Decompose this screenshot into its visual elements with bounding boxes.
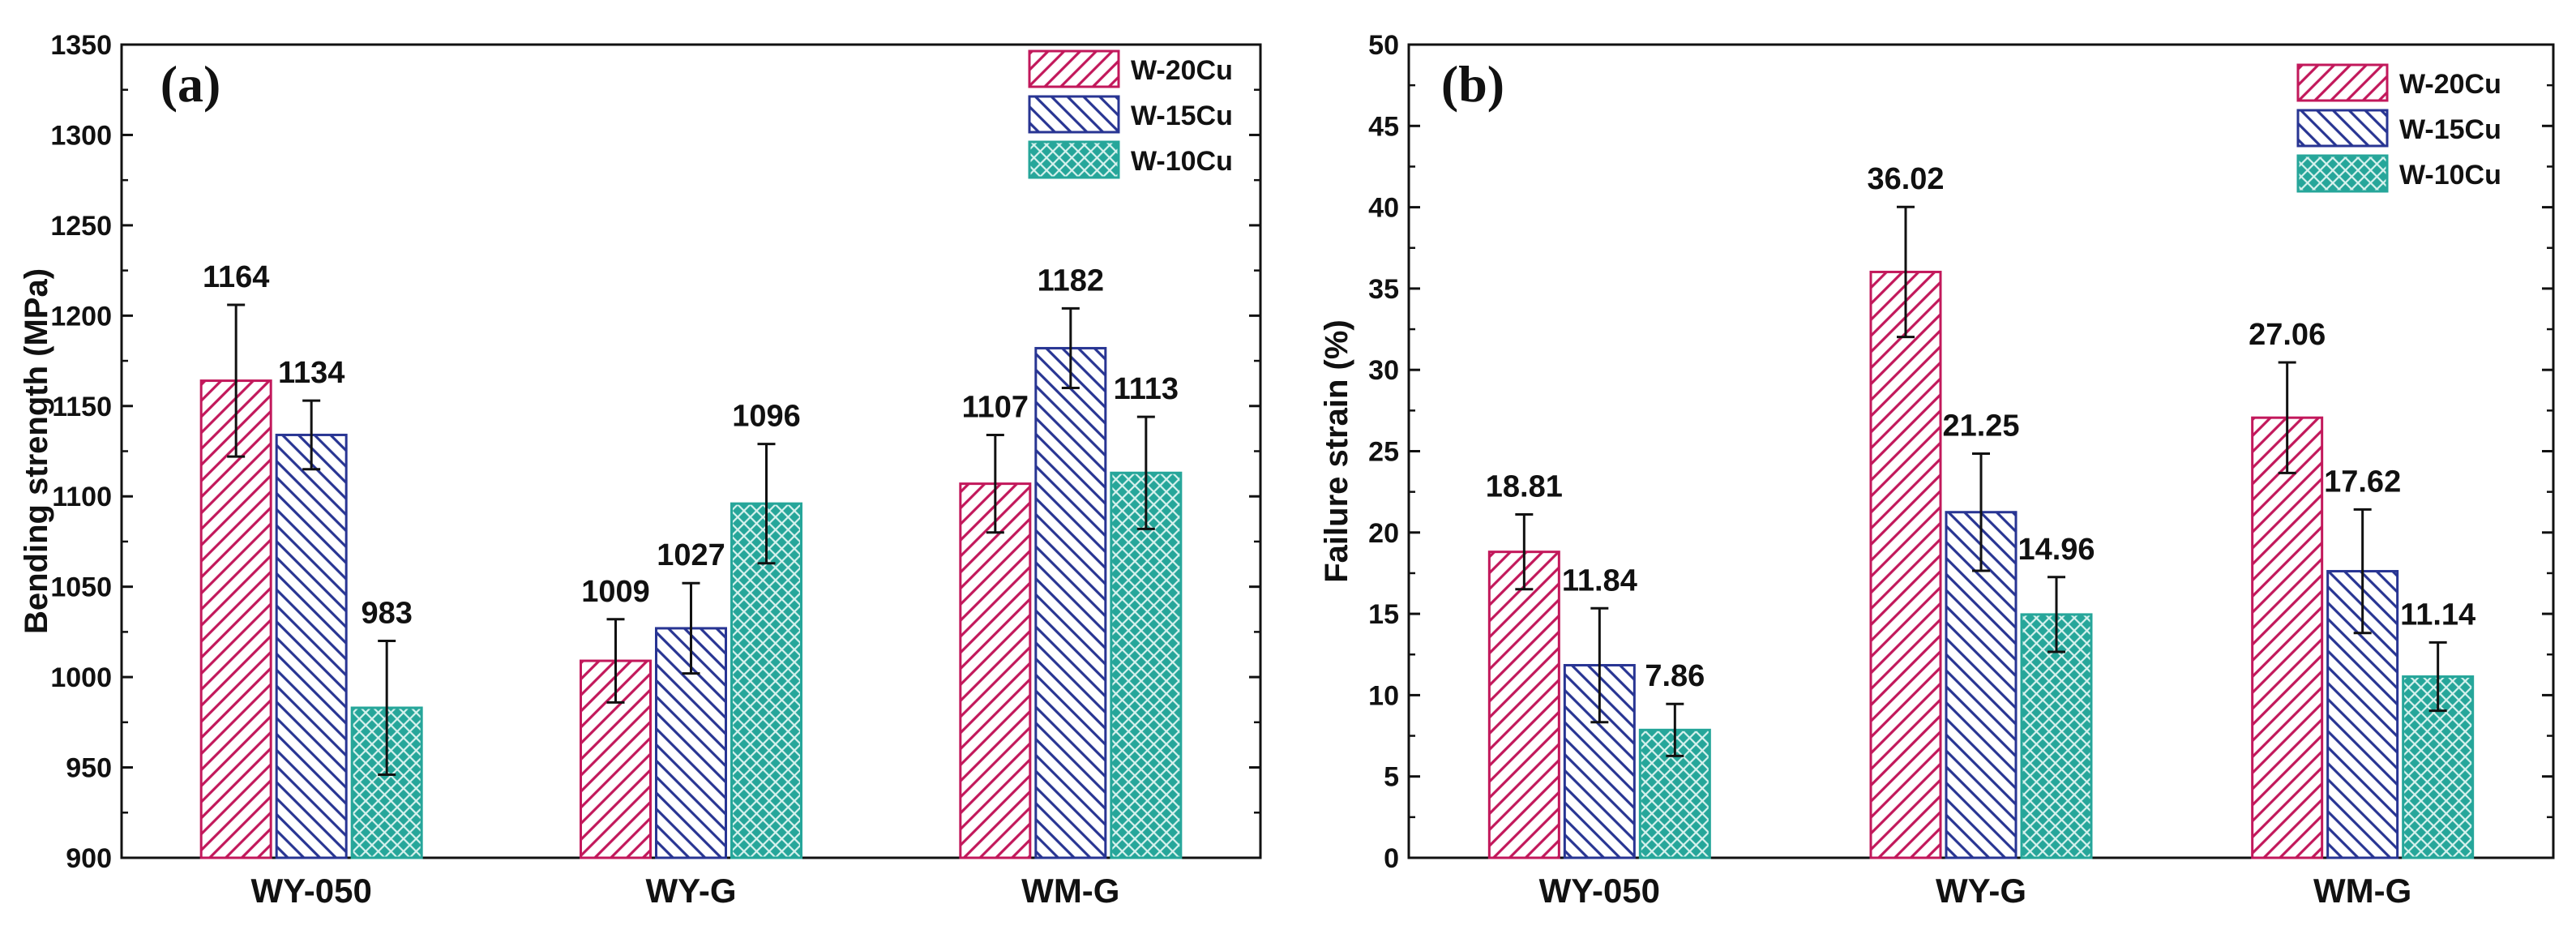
category-label: WM-G xyxy=(2313,872,2411,910)
category-label: WY-050 xyxy=(250,872,371,910)
y-tick-label: 1150 xyxy=(52,392,112,422)
legend-swatch-w-20cu xyxy=(2296,63,2389,102)
data-label: 1182 xyxy=(1038,263,1104,298)
y-tick-label: 15 xyxy=(1368,599,1399,630)
category-label: WY-050 xyxy=(1539,872,1660,910)
y-tick-label: 25 xyxy=(1368,437,1399,468)
data-label: 7.86 xyxy=(1645,659,1705,693)
bar-w-20cu-wy-050 xyxy=(1487,551,1560,859)
panel-label: (a) xyxy=(160,55,221,113)
data-label: 1096 xyxy=(732,400,801,434)
y-tick-label: 900 xyxy=(66,843,112,874)
y-tick-label: 5 xyxy=(1384,762,1399,793)
data-label: 1009 xyxy=(581,575,650,609)
category-label: WM-G xyxy=(1021,872,1119,910)
y-tick-label: 1000 xyxy=(50,662,112,693)
data-label: 1107 xyxy=(962,390,1029,424)
legend-label: W-20Cu xyxy=(1131,55,1233,86)
legend-swatch-w-10cu xyxy=(2296,154,2389,193)
legend-swatch-w-15cu xyxy=(2296,109,2389,148)
y-tick-label: 20 xyxy=(1368,518,1399,549)
bar-w-20cu-wy-g xyxy=(1869,270,1942,859)
y-tick-label: 40 xyxy=(1368,193,1399,224)
data-label: 1164 xyxy=(203,260,269,294)
y-axis-title: Failure strain (%) xyxy=(1319,319,1354,583)
data-label: 983 xyxy=(361,597,412,631)
legend-swatch-w-20cu xyxy=(1028,49,1120,88)
data-label: 11.14 xyxy=(2400,598,2475,632)
data-label: 36.02 xyxy=(1867,162,1944,196)
data-label: 21.25 xyxy=(1942,409,2019,443)
legend-swatch-w-10cu xyxy=(1028,140,1120,179)
data-label: 17.62 xyxy=(2324,465,2401,499)
bending-strength-chart: 900 950 1000 1050 1100 1150 1200 1250 1300 1350 Be… xyxy=(19,30,1262,910)
legend-label: W-10Cu xyxy=(2399,160,2501,191)
category-label: WY-G xyxy=(646,872,737,910)
bar-w-10cu-wy-g xyxy=(2020,613,2093,859)
bar-w-20cu-wm-g xyxy=(2251,416,2324,859)
failure-strain-chart: 0 5 10 15 20 25 30 35 40 45 50 Failure strain (%) (b… xyxy=(1319,30,2555,910)
data-label: 14.96 xyxy=(2018,533,2095,567)
data-label: 1113 xyxy=(1114,372,1179,406)
bar-w-15cu-wm-g xyxy=(1034,346,1107,859)
y-tick-label: 45 xyxy=(1368,111,1399,142)
y-tick-label: 1250 xyxy=(50,211,112,242)
y-tick-label: 1100 xyxy=(52,482,112,512)
data-label: 27.06 xyxy=(2249,318,2326,352)
bar-w-20cu-wy-050 xyxy=(199,379,272,859)
legend-label: W-10Cu xyxy=(1131,146,1233,177)
legend-label: W-15Cu xyxy=(1131,101,1233,131)
legend-swatch-w-15cu xyxy=(1028,95,1120,134)
y-tick-label: 35 xyxy=(1368,274,1399,305)
data-label: 1027 xyxy=(657,538,725,572)
data-label: 1134 xyxy=(278,356,344,390)
category-label: WY-G xyxy=(1936,872,2026,910)
bar-w-15cu-wy-050 xyxy=(275,433,348,859)
bar-w-10cu-wm-g xyxy=(1110,471,1183,859)
y-tick-label: 1200 xyxy=(50,301,112,332)
legend-label: W-15Cu xyxy=(2399,114,2501,145)
y-tick-label: 30 xyxy=(1368,355,1399,386)
y-tick-label: 1050 xyxy=(50,572,112,603)
y-tick-label: 950 xyxy=(66,753,112,784)
bar-w-20cu-wm-g xyxy=(959,482,1032,859)
y-axis-title: Bending strength (MPa) xyxy=(19,268,54,634)
legend-label: W-20Cu xyxy=(2399,69,2501,100)
y-tick-label: 0 xyxy=(1384,843,1399,874)
panel-label: (b) xyxy=(1441,55,1504,113)
y-tick-label: 1300 xyxy=(50,120,112,151)
data-label: 18.81 xyxy=(1486,470,1563,504)
y-tick-label: 1350 xyxy=(50,30,112,61)
data-label: 11.84 xyxy=(1562,563,1637,598)
y-tick-label: 10 xyxy=(1368,680,1399,711)
y-tick-label: 50 xyxy=(1368,30,1399,61)
